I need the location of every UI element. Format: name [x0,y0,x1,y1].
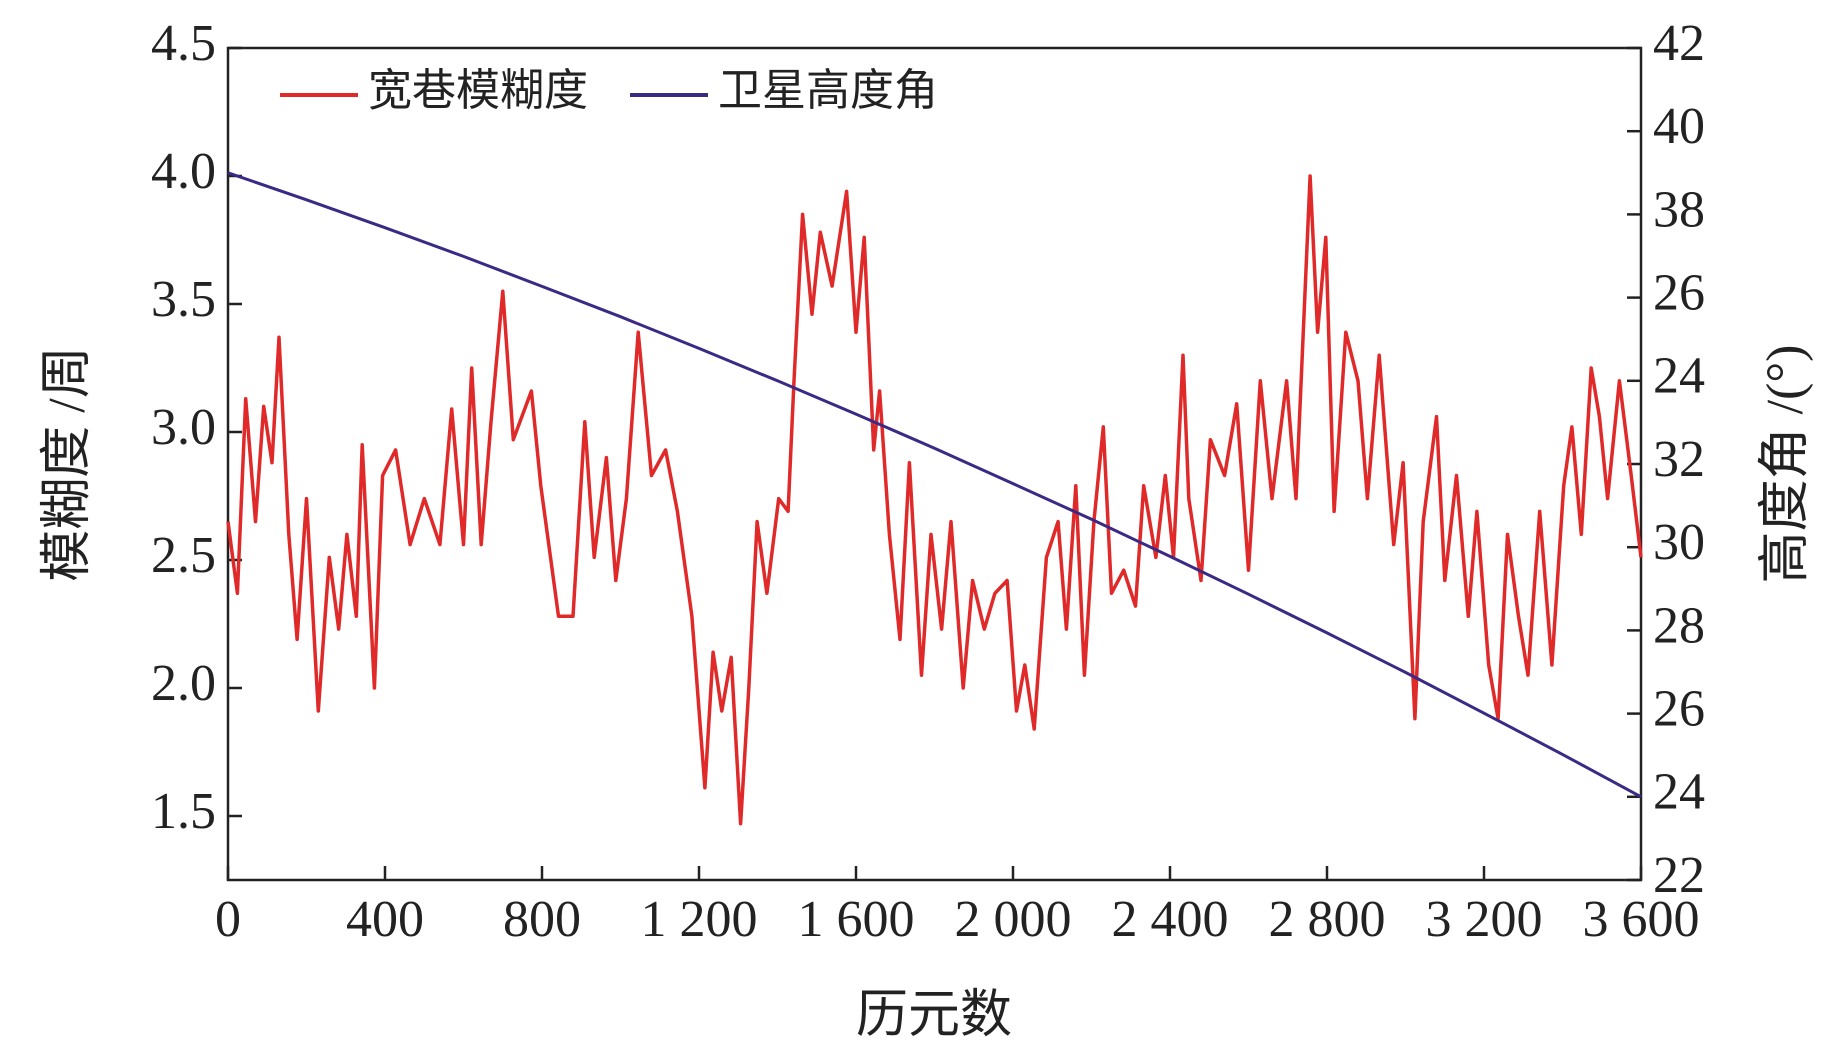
x-tick-label: 800 [503,891,581,948]
line-series [226,174,1643,826]
x-tick-label: 2 800 [1269,891,1386,948]
x-tick-label: 3 200 [1426,891,1543,948]
y2-tick-label: 24 [1653,348,1705,405]
y2-tick-label: 38 [1653,181,1705,238]
legend-label: 宽巷模糊度 [368,66,588,115]
x-tick-label: 1 600 [798,891,915,948]
y2-tick-label: 22 [1653,847,1705,904]
y2-tick-label: 26 [1653,681,1705,738]
y-tick-label: 1.5 [151,783,216,840]
y2-tick-label: 42 [1653,15,1705,72]
line-series [227,171,1642,799]
x-tick-label: 2 000 [955,891,1072,948]
y2-tick-label: 40 [1653,98,1705,155]
y-axis-title: 模糊度 /周 [39,346,96,581]
legend-label: 卫星高度角 [718,66,938,115]
y-tick-label: 4.5 [151,15,216,72]
y-tick-label: 3.0 [151,399,216,456]
y-tick-label: 2.5 [151,527,216,584]
y2-tick-label: 26 [1653,265,1705,322]
y-tick-label: 3.5 [151,271,216,328]
y2-tick-label: 28 [1653,597,1705,654]
x-tick-label: 0 [215,891,241,948]
y2-axis-title: 高度角 /(°) [1757,345,1814,584]
x-tick-label: 400 [346,891,424,948]
y-tick-label: 2.0 [151,655,216,712]
y2-tick-label: 24 [1653,764,1705,821]
x-axis-title: 历元数 [856,987,1012,1044]
y2-tick-label: 30 [1653,514,1705,571]
x-tick-label: 3 600 [1583,891,1700,948]
x-tick-label: 1 200 [641,891,758,948]
x-tick-label: 2 400 [1112,891,1229,948]
y2-tick-label: 32 [1653,431,1705,488]
y-tick-label: 4.0 [151,143,216,200]
